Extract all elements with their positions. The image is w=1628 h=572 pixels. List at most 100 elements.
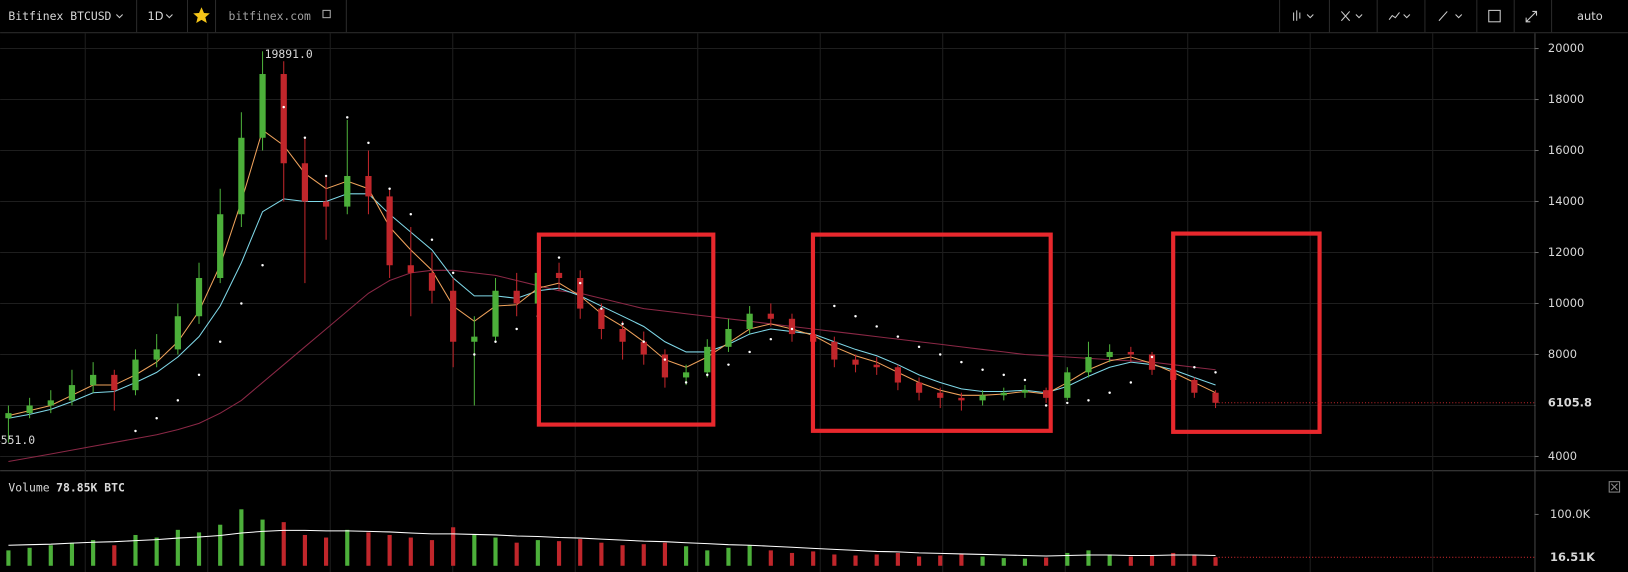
candle-body (682, 372, 690, 378)
candle-body (365, 176, 372, 197)
toolbar: Bitfinex BTCUSD 1D bitfinex.com (0, 0, 1628, 34)
candle-body (153, 349, 160, 360)
sar-dot (1044, 404, 1048, 407)
compare-icon[interactable] (1340, 11, 1351, 22)
candle-body (407, 265, 414, 273)
volume-bar (1044, 557, 1049, 566)
sar-dot (176, 399, 180, 402)
volume-bar (429, 540, 435, 566)
moving-average (8, 269, 1216, 463)
sar-dot (917, 345, 921, 349)
candle-body (767, 313, 774, 319)
volume-bar (408, 537, 413, 566)
sar-dot (960, 360, 963, 364)
volume-bar (789, 552, 795, 566)
candle-body (344, 176, 351, 207)
sar-dot (388, 187, 391, 191)
volume-bar (938, 555, 943, 566)
volume-bar (27, 547, 32, 566)
sar-dot (1108, 391, 1111, 394)
volume-bar (1086, 550, 1091, 566)
candle-body (746, 313, 753, 329)
tool-icons (1279, 0, 1553, 33)
symbol[interactable]: Bitfinex BTCUSD (8, 9, 111, 23)
volume-bar (1022, 558, 1028, 566)
sar-dot (282, 105, 285, 109)
volume-bar (1065, 552, 1070, 566)
scale-mode[interactable]: auto (1577, 9, 1603, 23)
volume-bar (112, 545, 117, 566)
moving-average (8, 129, 1216, 417)
volume-bar (980, 556, 985, 566)
sar-dot (1023, 378, 1027, 382)
candle-body (450, 290, 457, 342)
close-pane-button[interactable] (1608, 481, 1621, 493)
volume-bar (324, 537, 329, 566)
sar-dot (578, 281, 582, 285)
favorite-star[interactable] (193, 7, 210, 24)
sar-dot (706, 373, 709, 377)
volume-bar (578, 539, 583, 566)
sar-dot (663, 358, 667, 361)
candle-body (619, 328, 626, 342)
sar-dot (854, 314, 857, 318)
sar-dot (346, 116, 349, 119)
volume-bar (1001, 558, 1006, 566)
snapshot-icon[interactable] (1488, 9, 1501, 23)
volume-bar (1213, 557, 1218, 566)
volume-bar (133, 534, 138, 566)
sar-dot (1214, 371, 1217, 374)
pane-title: Volume (8, 480, 49, 494)
annotations (536, 231, 1322, 434)
volume-bar (1128, 556, 1133, 566)
sar-dot (430, 238, 434, 241)
volume-bar (705, 550, 710, 566)
candle-body (195, 277, 203, 317)
volume-bar (91, 540, 96, 566)
bars-icon[interactable] (1293, 10, 1301, 21)
volume-bar (154, 537, 159, 566)
candle-body (259, 74, 266, 138)
volume-bar (514, 542, 519, 566)
draw-icon[interactable] (1438, 11, 1448, 22)
volume-bar (387, 534, 392, 566)
volume-bar (1149, 555, 1155, 566)
candle-body (831, 341, 838, 360)
volume-bar (768, 550, 773, 566)
volume-bar (556, 541, 562, 566)
candle-body (90, 374, 97, 386)
indicators-icon[interactable] (1388, 12, 1400, 21)
candle-body (577, 277, 584, 309)
fullscreen-icon[interactable] (1525, 10, 1538, 23)
candle-body (958, 397, 965, 401)
candle-body (1148, 354, 1156, 370)
site-link[interactable]: bitfinex.com (229, 9, 312, 23)
y-tick-label: 20000 (1548, 41, 1584, 55)
volume-bar (302, 534, 307, 566)
sar-dot (303, 136, 307, 140)
sar-dot (727, 363, 730, 366)
volume-bar (451, 527, 456, 566)
interval[interactable]: 1D (148, 9, 164, 23)
candle-body (704, 346, 711, 373)
volume-bar (726, 547, 731, 566)
candle-body (513, 290, 520, 304)
volume-bar (662, 542, 668, 566)
sar-dot (1129, 381, 1133, 384)
moving-average (8, 193, 1216, 419)
candle-body (640, 341, 647, 355)
volume-bar (620, 545, 625, 566)
volume-bar (1107, 554, 1112, 566)
volume-bar (853, 555, 858, 566)
y-tick-label: 4000 (1548, 449, 1577, 463)
volume-bar (69, 542, 75, 566)
volume-bar (493, 537, 498, 566)
sar-dot (197, 373, 201, 377)
volume-bar (599, 542, 604, 566)
sar-dot (600, 307, 603, 310)
sar-dot (938, 353, 942, 356)
candle-body (1064, 372, 1071, 398)
candle-body (1000, 392, 1007, 396)
